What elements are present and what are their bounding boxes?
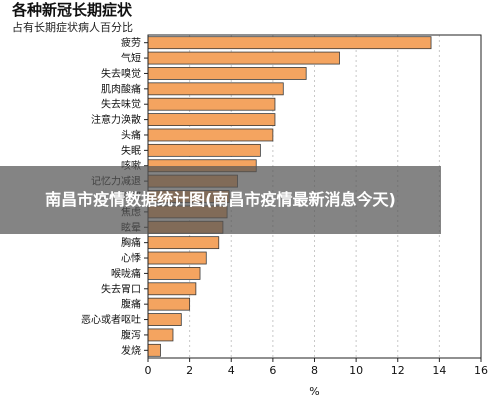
bar [147,297,191,311]
bar [147,82,284,96]
bar [147,343,161,357]
bar [147,282,197,296]
bar [147,113,276,126]
x-tick-label: 14 [432,364,446,377]
bar [147,251,207,265]
category-label: 头痛 [121,128,141,141]
category-label: 喉咙痛 [111,267,141,280]
category-label: 注意力涣散 [91,113,141,126]
x-tick-label: 16 [474,364,488,377]
overlay-caption: 南昌市疫情数据统计图(南昌市疫情最新消息今天) [45,190,396,209]
bar [147,143,261,157]
bar [147,267,201,280]
category-label: 失眠 [121,144,141,157]
category-label: 疲劳 [121,36,141,49]
category-label: 气短 [121,52,141,65]
category-label: 肌肉酸痛 [101,82,141,95]
bar [147,36,432,50]
bar [147,313,182,326]
category-label: 恶心或者呕吐 [81,314,141,326]
bar [147,328,174,342]
chart-subtitle: 占有长期症状病人百分比 [12,20,133,34]
x-tick-label: 4 [228,364,235,377]
bar [147,128,274,142]
category-label: 腹痛 [121,298,141,311]
x-tick-labels: 0 2 4 6 8 10 12 14 16 [145,358,488,377]
category-label: 腹泻 [121,328,141,341]
bar [147,97,276,111]
x-tick-label: 12 [391,364,405,377]
watermark-overlay [0,166,441,234]
category-label: 失去味觉 [101,98,141,111]
bar [147,236,220,250]
x-tick-label: 2 [186,364,193,377]
category-label: 发烧 [121,344,141,357]
category-label: 胸痛 [121,236,141,249]
category-label: 失去嗅觉 [101,67,141,80]
bar [147,67,307,80]
chart-title: 各种新冠长期症状 [11,1,133,19]
x-axis-label: % [309,385,319,398]
category-label: 心悸 [121,252,141,265]
x-tick-label: 8 [311,364,318,377]
x-tick-label: 6 [269,364,276,377]
x-tick-label: 10 [349,364,363,377]
bar [147,51,340,65]
category-label: 失去胃口 [101,282,141,295]
x-tick-label: 0 [145,364,152,377]
